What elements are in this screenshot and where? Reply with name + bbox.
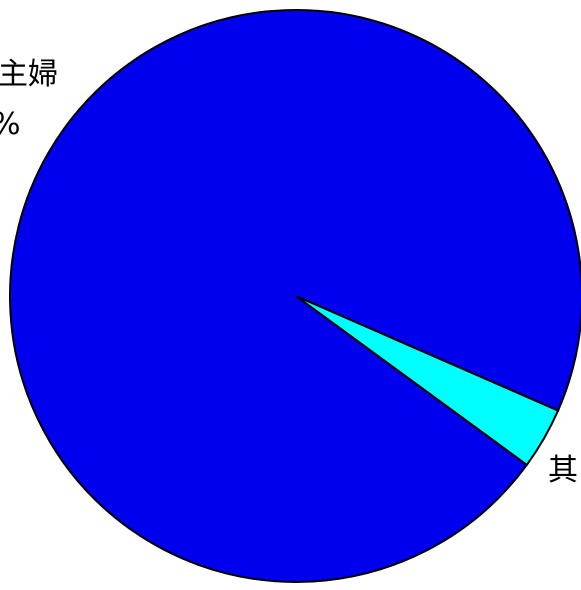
slice-label-other: 其	[548, 453, 578, 488]
pie-slices	[9, 9, 581, 583]
slice-label-housewife: 主婦	[0, 57, 58, 92]
slice-value-housewife: %	[0, 107, 21, 142]
pie-slice-housewife	[9, 9, 581, 583]
